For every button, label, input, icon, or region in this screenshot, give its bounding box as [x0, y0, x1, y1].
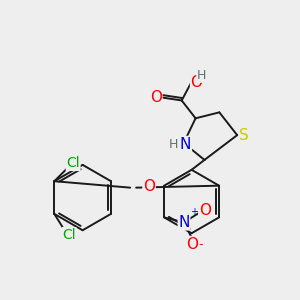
Text: O: O	[199, 203, 211, 218]
Text: H: H	[197, 69, 206, 82]
Text: O: O	[150, 90, 162, 105]
Text: +: +	[190, 207, 198, 218]
Text: O: O	[186, 237, 198, 252]
Text: Cl: Cl	[66, 156, 80, 170]
Text: N: N	[178, 215, 190, 230]
Text: S: S	[239, 128, 249, 142]
Text: O: O	[190, 75, 202, 90]
Text: Cl: Cl	[62, 228, 76, 242]
Text: N: N	[180, 136, 191, 152]
Text: -: -	[199, 238, 203, 251]
Text: H: H	[168, 138, 178, 151]
Text: O: O	[143, 179, 155, 194]
